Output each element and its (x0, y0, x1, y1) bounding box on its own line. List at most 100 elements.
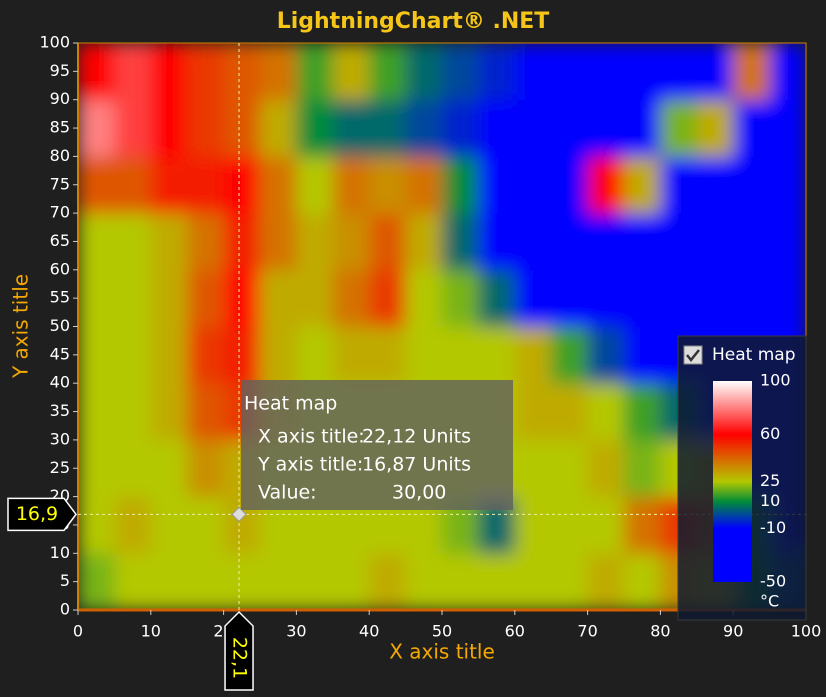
tooltip-box (241, 380, 513, 510)
heat-cell (551, 156, 589, 214)
tooltip-label: X axis title: (258, 426, 365, 448)
y-tick-label: 60 (50, 259, 70, 278)
heat-cell (624, 43, 661, 101)
tooltip-value: 22,12 Units (362, 426, 471, 448)
tooltip-label: Y axis title: (257, 454, 363, 476)
heat-cell (150, 156, 188, 214)
heat-cell (260, 269, 297, 327)
heat-cell (442, 326, 479, 384)
heat-cell (696, 213, 734, 271)
y-tick-label: 30 (50, 429, 70, 448)
heat-cell (78, 439, 115, 498)
x-tick-label: 100 (791, 622, 822, 641)
heat-cell (696, 99, 734, 157)
heat-cell (223, 99, 261, 157)
heat-cell (150, 213, 188, 271)
heat-cell (332, 326, 370, 384)
heat-cell (150, 269, 188, 327)
heat-cell (514, 43, 552, 101)
heat-cell (551, 383, 589, 441)
y-tick-label: 5 (60, 571, 70, 590)
heat-cell (223, 43, 261, 101)
heat-cell (187, 383, 225, 441)
legend-unit: °C (760, 592, 779, 611)
heat-cell (733, 269, 771, 327)
y-tick-label: 70 (50, 203, 70, 222)
heat-cell (696, 156, 734, 214)
x-cursor-badge (224, 610, 254, 691)
heat-cell (624, 156, 661, 214)
heat-cell (551, 553, 589, 610)
heat-cell (369, 213, 407, 271)
heat-cell (514, 553, 552, 610)
heat-cell (405, 553, 443, 610)
heat-cell (660, 156, 698, 214)
heat-cell (114, 496, 152, 554)
heat-cell (78, 269, 115, 327)
heat-cell (733, 213, 771, 271)
heat-cell (733, 99, 771, 157)
heat-cell (150, 326, 188, 384)
y-cursor-label: 16,9 (16, 503, 58, 525)
heat-cell (478, 269, 516, 327)
heat-cell (78, 496, 115, 554)
heat-cell (587, 269, 625, 327)
heat-cell (442, 269, 479, 327)
y-tick-label: 80 (50, 146, 70, 165)
legend-tick-label: 10 (760, 491, 780, 510)
heat-cell (114, 156, 152, 214)
heat-cell (369, 553, 407, 610)
heat-cell (296, 213, 334, 271)
y-tick-label: 95 (50, 61, 70, 80)
heat-cell (733, 156, 771, 214)
y-tick-label: 10 (50, 543, 70, 562)
heat-cell (405, 43, 443, 101)
heat-cell (369, 43, 407, 101)
heat-cell (624, 326, 661, 384)
heat-cell (478, 99, 516, 157)
heat-cell (223, 553, 261, 610)
tooltip-value: 30,00 (392, 482, 446, 504)
heat-cell (187, 496, 225, 554)
cursor-point (231, 506, 247, 523)
x-tick-label: 40 (359, 622, 379, 641)
legend-checkbox[interactable] (683, 345, 703, 365)
heat-cell (223, 326, 261, 384)
heat-cell (187, 553, 225, 610)
y-tick-label: 50 (50, 316, 70, 335)
heat-cell (187, 156, 225, 214)
heat-cell (696, 43, 734, 101)
heat-cell (78, 99, 115, 157)
heat-cell (332, 553, 370, 610)
heat-cell (660, 213, 698, 271)
heat-cell (150, 383, 188, 441)
heat-cell (514, 99, 552, 157)
heat-cell (187, 43, 225, 101)
heat-cell (587, 496, 625, 554)
heat-cell (187, 439, 225, 498)
heat-cell (587, 99, 625, 157)
heat-cell (260, 326, 297, 384)
heat-cell (514, 213, 552, 271)
heat-cell (514, 269, 552, 327)
heat-cell (78, 553, 115, 610)
heat-cell (260, 156, 297, 214)
heat-cell (624, 213, 661, 271)
y-tick-label: 55 (50, 288, 70, 307)
y-tick-label: 100 (39, 33, 70, 52)
heat-cell (78, 156, 115, 214)
x-tick-label: 10 (141, 622, 161, 641)
heat-cell (78, 43, 115, 101)
heat-cell (478, 156, 516, 214)
heat-cell (223, 269, 261, 327)
heat-cell (587, 326, 625, 384)
heat-cell (223, 213, 261, 271)
x-cursor-label: 22,1 (229, 637, 251, 679)
heat-cell (442, 553, 479, 610)
heat-cell (624, 496, 661, 554)
x-tick-label: 70 (577, 622, 597, 641)
heat-cell (187, 213, 225, 271)
x-tick-label: 50 (432, 622, 452, 641)
heat-cell (514, 496, 552, 554)
color-scale (713, 381, 752, 582)
